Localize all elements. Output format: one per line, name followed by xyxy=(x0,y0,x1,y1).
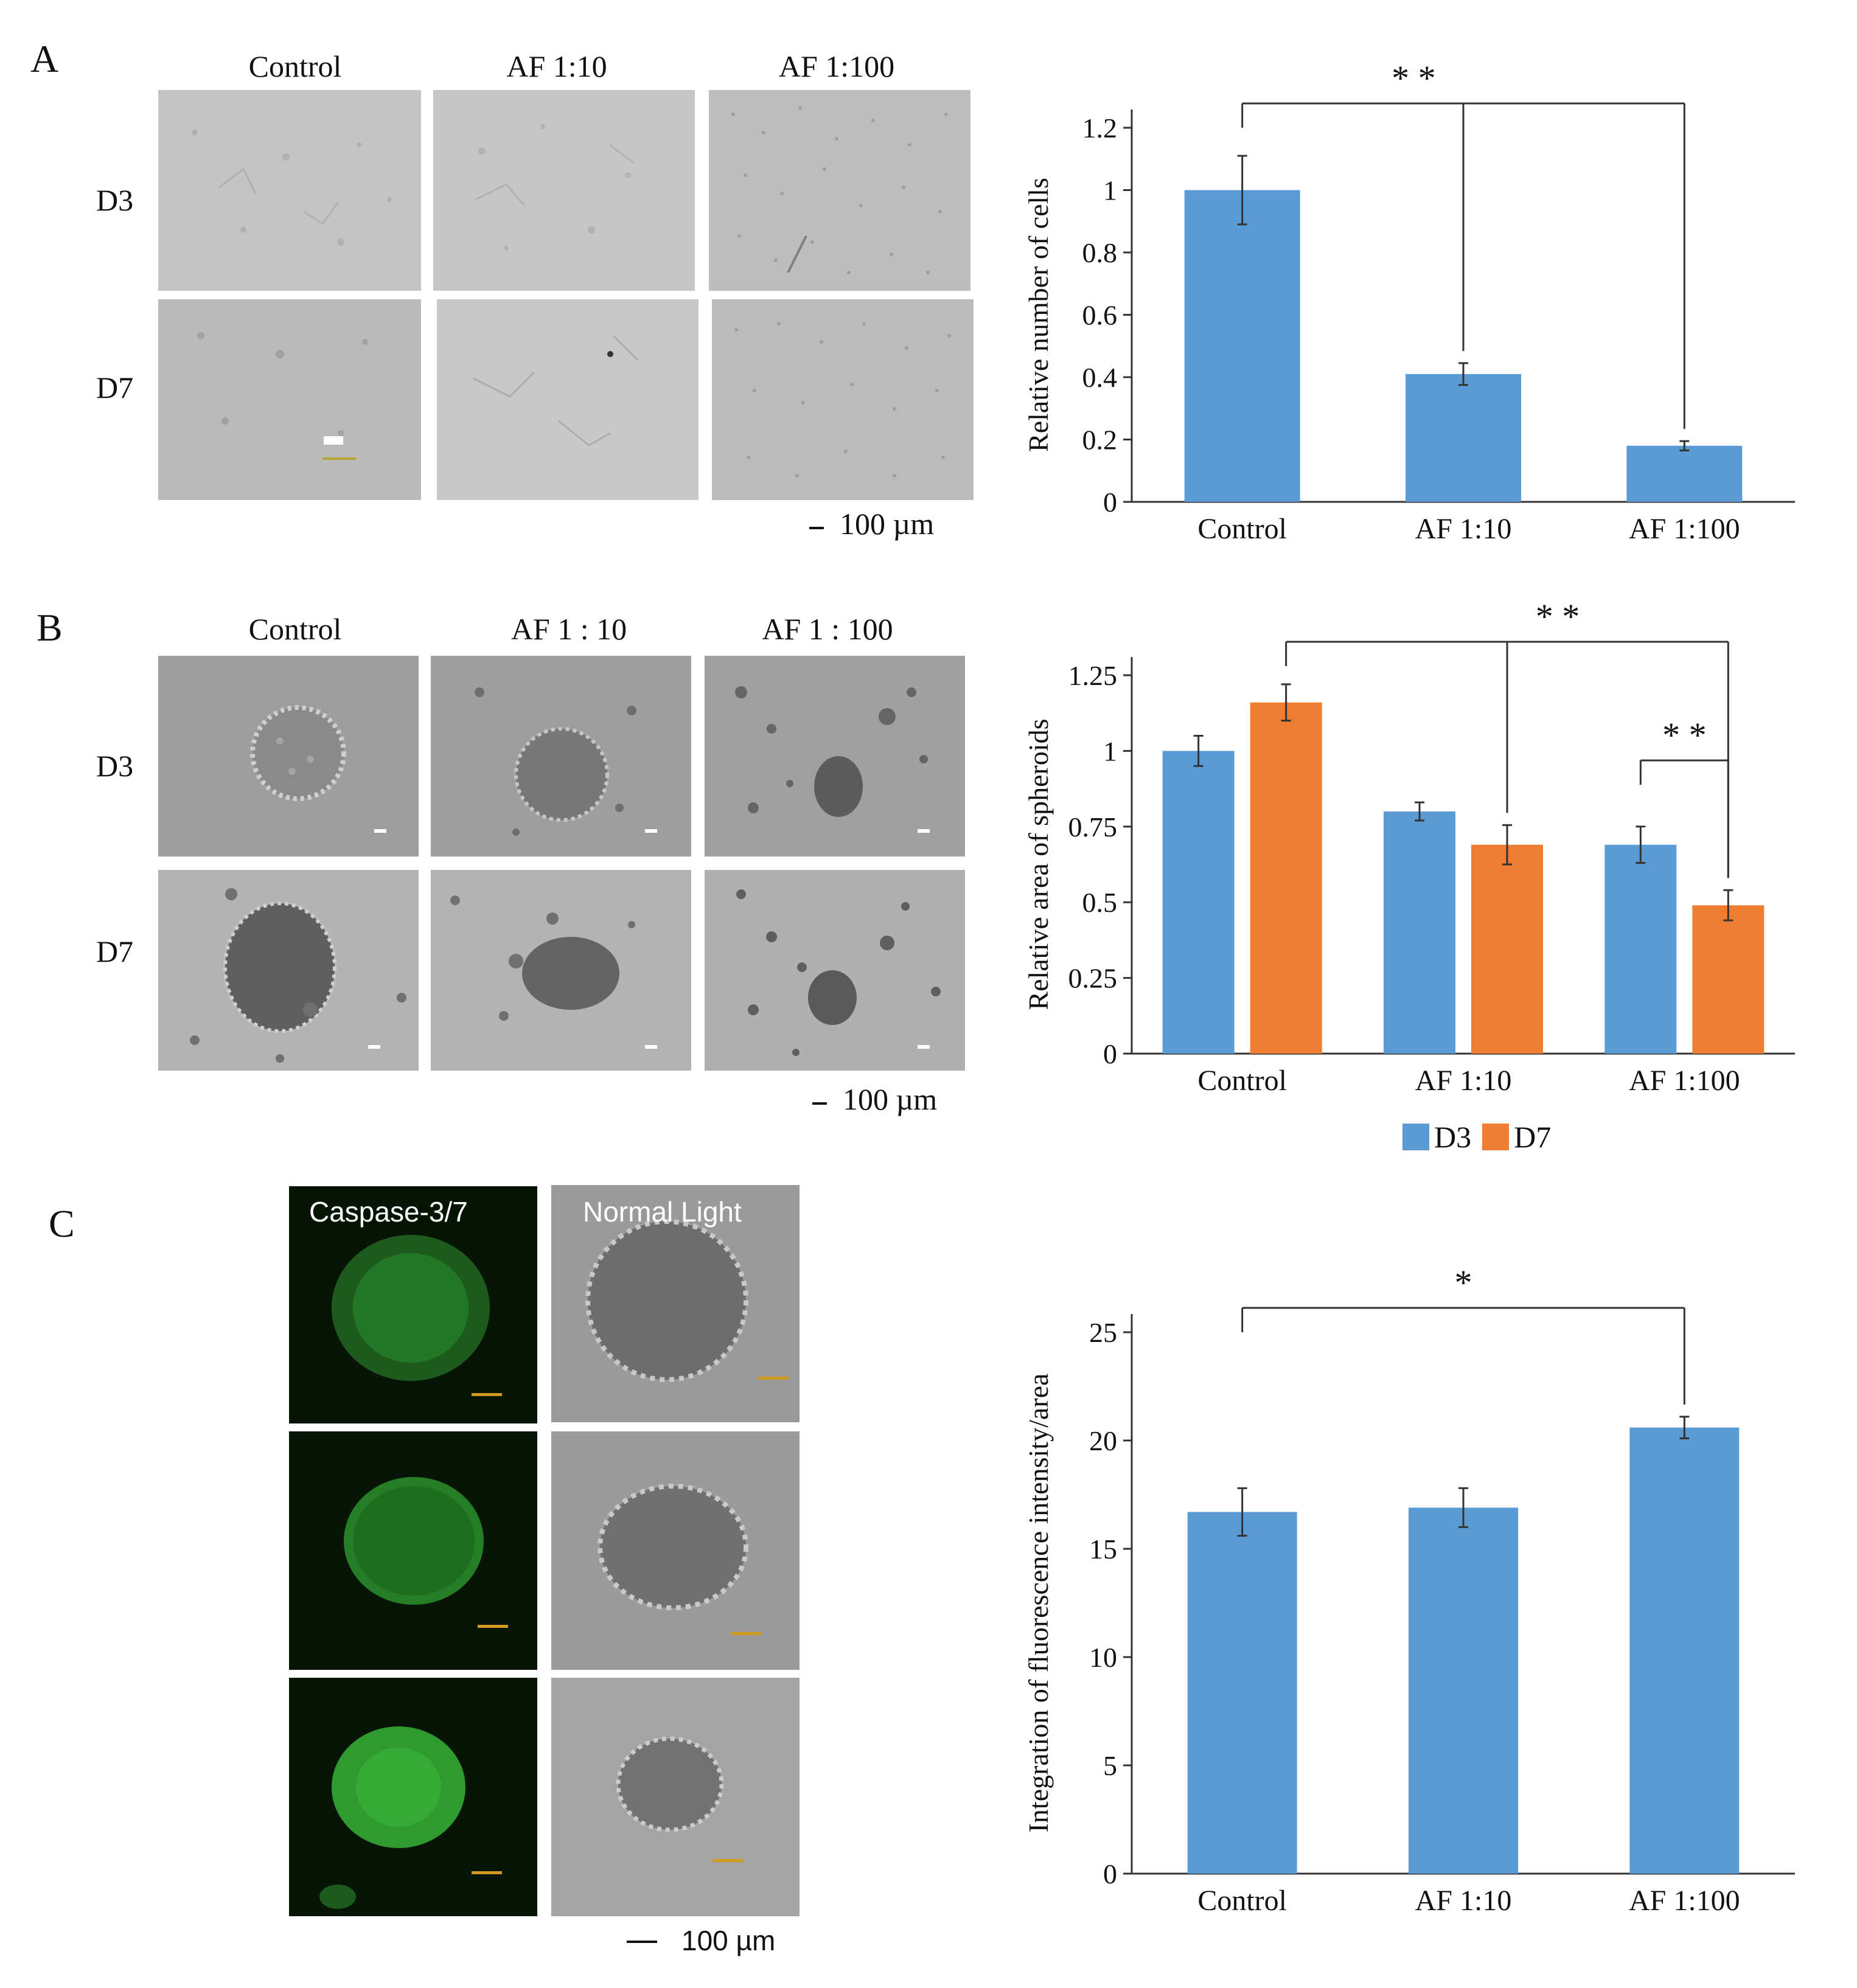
bar xyxy=(1184,190,1300,502)
legend-label-d3: D3 xyxy=(1434,1120,1472,1154)
y-tick-label: 1.25 xyxy=(1068,660,1118,691)
bar xyxy=(1162,751,1235,1054)
legend-label-d7: D7 xyxy=(1514,1120,1552,1154)
panel-a-row-label-d7: D7 xyxy=(96,370,134,405)
panel-b-col-label-control: Control xyxy=(248,612,342,646)
legend-swatch-d7 xyxy=(1482,1124,1510,1150)
chart-c-svg: 0 5 10 15 20 25 Integration of fluorescence in… xyxy=(1023,1263,1795,1917)
bar xyxy=(1384,811,1455,1054)
panel-c-normal-light-image-3 xyxy=(551,1678,800,1916)
panel-a-micrograph-af10-d3 xyxy=(433,90,695,291)
y-tick-label: 0.75 xyxy=(1068,812,1118,843)
panel-a-micrograph-af10-d7 xyxy=(437,299,699,500)
y-axis-label: Relative area of spheroids xyxy=(1023,719,1054,1010)
panel-b-col-label-af100: AF 1 : 100 xyxy=(762,612,893,646)
panel-a-col-label-control: Control xyxy=(248,49,342,83)
y-tick-label: 0.6 xyxy=(1082,300,1118,331)
panel-b-scale-bar-label: 100 µm xyxy=(843,1082,938,1116)
y-tick-label: 5 xyxy=(1103,1750,1117,1781)
panel-c-title-caspase: Caspase-3/7 xyxy=(309,1196,468,1228)
chart-c: 0 5 10 15 20 25 Integration of fluorescence in… xyxy=(1010,1263,1813,1959)
y-tick-label: 0.25 xyxy=(1068,963,1118,994)
y-tick-label: 0.5 xyxy=(1082,887,1118,918)
chart-b-svg: 0 0.25 0.5 0.75 1 1.25 Relative area of sphero… xyxy=(1023,597,1795,1097)
chart-a: 0 0.2 0.4 0.6 0.8 1 1.2 Relative number of cell… xyxy=(1010,58,1813,547)
panel-b-label: B xyxy=(37,606,63,649)
panel-a-label: A xyxy=(30,37,59,80)
x-tick-label: Control xyxy=(1197,1885,1287,1917)
panel-a-micrograph-af100-d7 xyxy=(712,299,974,500)
y-tick-label: 0.2 xyxy=(1082,425,1118,456)
panel-c-fluorescence-image-2 xyxy=(289,1431,537,1670)
x-tick-label: AF 1:100 xyxy=(1629,1065,1740,1097)
chart-b-legend: D3 D7 xyxy=(1402,1119,1551,1155)
y-tick-label: 1 xyxy=(1103,735,1117,766)
bar xyxy=(1406,374,1521,502)
y-axis-label: Relative number of cells xyxy=(1023,178,1054,452)
panel-b-row-label-d3: D3 xyxy=(96,749,134,783)
panel-c-fluorescence-image-1 xyxy=(289,1186,537,1423)
y-tick-label: 0 xyxy=(1103,1858,1117,1889)
bar xyxy=(1187,1512,1297,1874)
y-tick-label: 0 xyxy=(1103,1038,1117,1069)
bar xyxy=(1409,1507,1518,1874)
panel-c-scale-bar-line xyxy=(627,1941,657,1943)
panel-b-row-label-d7: D7 xyxy=(96,934,134,968)
panel-b-micrograph-af10-d3 xyxy=(431,656,691,857)
chart-a-svg: 0 0.2 0.4 0.6 0.8 1 1.2 Relative number of cell… xyxy=(1023,58,1795,545)
panel-b-micrograph-af100-d7 xyxy=(705,870,965,1071)
panel-a-col-label-af100: AF 1:100 xyxy=(778,49,895,83)
panel-a-col-label-af10: AF 1:10 xyxy=(506,49,607,83)
panel-a-micrograph-control-d7 xyxy=(158,299,421,500)
panel-a-micrograph-af100-d3 xyxy=(709,90,970,291)
bar xyxy=(1250,702,1322,1054)
panel-b-col-label-af10: AF 1 : 10 xyxy=(510,612,627,646)
panel-b-scale-bar-line xyxy=(812,1102,827,1105)
x-tick-label: Control xyxy=(1197,513,1287,545)
bar xyxy=(1604,844,1677,1054)
y-tick-label: 0.4 xyxy=(1082,362,1118,393)
panel-b-micrograph-control-d3 xyxy=(158,656,419,857)
y-axis-label: Integration of fluorescence intensity/ar… xyxy=(1023,1374,1054,1833)
x-tick-label: AF 1:10 xyxy=(1415,1065,1512,1097)
panel-c-label: C xyxy=(49,1202,75,1245)
bar xyxy=(1692,905,1765,1054)
y-tick-label: 25 xyxy=(1089,1317,1117,1348)
significance-label: * * xyxy=(1536,597,1580,636)
panel-a-row-label-d3: D3 xyxy=(96,183,134,217)
x-tick-label: AF 1:100 xyxy=(1629,1885,1740,1917)
panel-b-micrograph-control-d7 xyxy=(158,870,419,1071)
significance-label: * * xyxy=(1392,58,1436,98)
y-tick-label: 10 xyxy=(1089,1642,1117,1673)
panel-c-scale-bar-label: 100 µm xyxy=(681,1925,776,1956)
significance-label: * * xyxy=(1662,715,1707,755)
panel-c-title-normal-light: Normal Light xyxy=(583,1196,742,1228)
bar xyxy=(1471,844,1543,1054)
y-tick-label: 1.2 xyxy=(1082,113,1118,144)
x-tick-label: AF 1:100 xyxy=(1629,513,1740,545)
panel-a-scale-bar-label: 100 µm xyxy=(840,507,935,541)
y-tick-label: 0 xyxy=(1103,487,1117,518)
panel-c-normal-light-image-1 xyxy=(551,1185,800,1422)
significance-label: * xyxy=(1455,1263,1472,1302)
panel-b-micrograph-af10-d7 xyxy=(431,870,691,1071)
legend-swatch-d3 xyxy=(1402,1124,1429,1150)
bar xyxy=(1629,1427,1740,1874)
panel-a-micrograph-control-d3 xyxy=(158,90,421,291)
y-tick-label: 1 xyxy=(1103,175,1117,206)
panel-b-micrograph-af100-d3 xyxy=(705,656,965,857)
y-tick-label: 0.8 xyxy=(1082,237,1118,268)
panel-c-normal-light-image-2 xyxy=(551,1431,800,1670)
bar xyxy=(1626,445,1743,502)
chart-b: 0 0.25 0.5 0.75 1 1.25 Relative area of sphero… xyxy=(1010,597,1813,1162)
panel-c-fluorescence-image-3 xyxy=(289,1678,537,1916)
y-tick-label: 15 xyxy=(1089,1534,1117,1565)
x-tick-label: Control xyxy=(1197,1065,1287,1097)
x-tick-label: AF 1:10 xyxy=(1415,513,1512,545)
y-tick-label: 20 xyxy=(1089,1425,1117,1456)
x-tick-label: AF 1:10 xyxy=(1415,1885,1512,1917)
panel-a-scale-bar-line xyxy=(809,527,824,529)
